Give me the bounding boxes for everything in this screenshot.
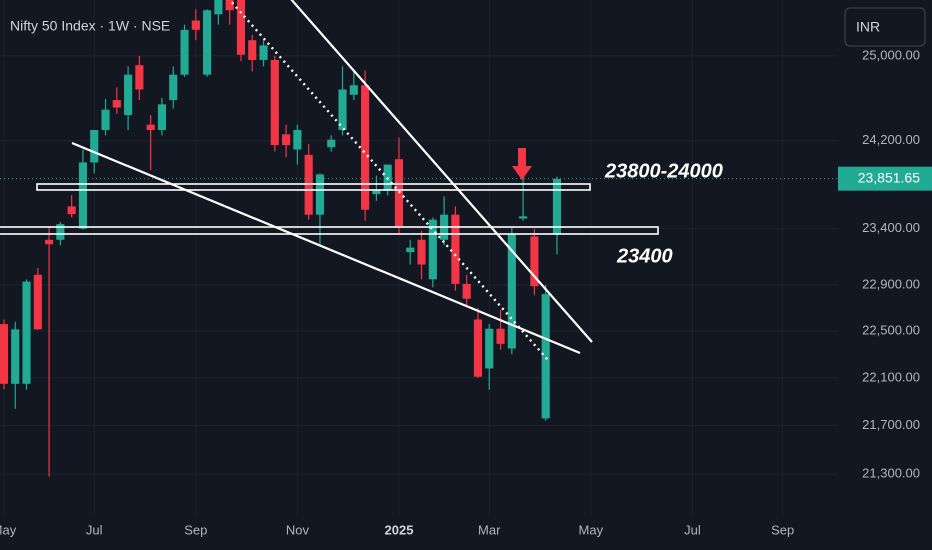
candle-body (225, 0, 234, 11)
candle-body (327, 139, 336, 148)
y-tick-label: 21,300.00 (862, 466, 920, 481)
x-tick-label: Nov (286, 522, 310, 537)
price-axis (838, 0, 932, 550)
candle-body (11, 329, 20, 384)
candle-body (394, 159, 404, 228)
y-tick-label: 21,700.00 (862, 417, 920, 432)
candles (0, 0, 838, 477)
y-tick-label: 22,900.00 (862, 276, 920, 291)
candle-body (507, 234, 516, 349)
last-price-label: 23,851.65 (858, 169, 920, 185)
candle-body (0, 324, 9, 384)
x-tick-label: Jul (86, 522, 103, 537)
candle-body (530, 236, 539, 287)
candle-body (169, 74, 178, 101)
last-price-tag (838, 166, 932, 191)
candle-body (361, 85, 370, 210)
candle-body (293, 130, 302, 150)
candle-body (90, 130, 99, 163)
candle-body (338, 89, 347, 131)
y-tick-label: 22,100.00 (862, 369, 920, 384)
candle-body (236, 0, 246, 55)
candle-body (45, 239, 54, 245)
annotation: 23400 (616, 245, 673, 267)
candle-body (67, 206, 76, 215)
candle-body (22, 281, 31, 384)
candle-body (33, 274, 42, 330)
candle-body (485, 328, 494, 369)
candle-body (552, 178, 562, 235)
candle-body (203, 10, 212, 75)
candle-body (282, 134, 291, 146)
candle-body (462, 283, 471, 299)
x-tick-label: 2025 (385, 522, 414, 537)
trend-line (71, 141, 581, 355)
candle-body (349, 85, 358, 95)
candle-body (157, 104, 167, 131)
chart-title: Nifty 50 Index · 1W · NSE (10, 18, 170, 34)
annotation: 23800-24000 (604, 160, 723, 182)
zone-box (36, 183, 591, 191)
candle-body (270, 60, 279, 146)
candle-body (180, 29, 189, 75)
candle-body (372, 189, 381, 195)
candle-body (451, 214, 460, 284)
candle-body (78, 162, 88, 229)
dotted-trend-line (228, 0, 549, 361)
zone-box (0, 226, 659, 235)
x-tick-label: Jul (684, 522, 701, 537)
x-tick-label: May (0, 522, 17, 537)
drawings: 23800-24000 23400 (0, 0, 723, 361)
x-tick-label: May (579, 522, 604, 537)
candle-body (248, 40, 257, 61)
currency[interactable]: INR (856, 19, 880, 35)
x-tick-label: Mar (478, 522, 501, 537)
candle-body (259, 45, 268, 61)
currency-button[interactable] (844, 7, 926, 47)
arrow (512, 148, 532, 180)
candle-body (519, 216, 528, 219)
candle-body (191, 20, 200, 30)
candle-body (124, 74, 133, 116)
candle-body (406, 247, 415, 253)
trend-line (290, 0, 593, 343)
candle-body (541, 294, 550, 419)
x-tick-label: Sep (184, 522, 207, 537)
candle-body (112, 100, 121, 108)
candle-body (214, 0, 223, 15)
candle-body (473, 319, 483, 377)
x-tick-label: Sep (771, 522, 794, 537)
candle-body (101, 109, 110, 131)
y-tick-label: 25,000.00 (862, 47, 920, 62)
candle-body (315, 174, 325, 215)
axes: 21,300.00 21,700.00 22,100.00 22,500.00 22,9… (0, 47, 932, 537)
candle-body (496, 328, 505, 344)
candle-body (135, 65, 144, 90)
candle-body (428, 219, 437, 280)
y-tick-label: 23,400.00 (862, 220, 920, 235)
y-tick-label: 24,200.00 (862, 132, 920, 147)
y-tick-label: 22,500.00 (862, 322, 920, 337)
candle-body (56, 224, 65, 240)
candle-body (417, 239, 426, 265)
candle-body (146, 124, 155, 131)
